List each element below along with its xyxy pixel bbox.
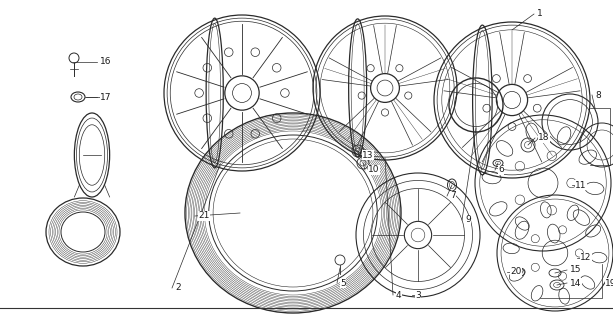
Text: 17: 17 — [100, 92, 112, 101]
Text: 9: 9 — [465, 215, 471, 225]
Text: 14: 14 — [570, 278, 581, 287]
Text: 16: 16 — [100, 58, 112, 67]
Text: 8: 8 — [595, 91, 601, 100]
Text: 12: 12 — [580, 253, 592, 262]
Text: 5: 5 — [340, 278, 346, 287]
Text: 10: 10 — [368, 165, 379, 174]
Text: 15: 15 — [570, 266, 582, 275]
Text: 7: 7 — [450, 191, 455, 201]
Text: 3: 3 — [415, 291, 421, 300]
Text: 2: 2 — [175, 284, 181, 292]
Text: 18: 18 — [538, 133, 549, 142]
Text: 6: 6 — [498, 165, 504, 174]
Text: 19: 19 — [605, 278, 613, 287]
Text: 21: 21 — [198, 212, 210, 220]
Text: 11: 11 — [575, 180, 587, 189]
Text: 4: 4 — [396, 291, 402, 300]
Text: 20: 20 — [510, 268, 522, 276]
Text: 13: 13 — [362, 150, 373, 159]
Text: 1: 1 — [537, 10, 543, 19]
